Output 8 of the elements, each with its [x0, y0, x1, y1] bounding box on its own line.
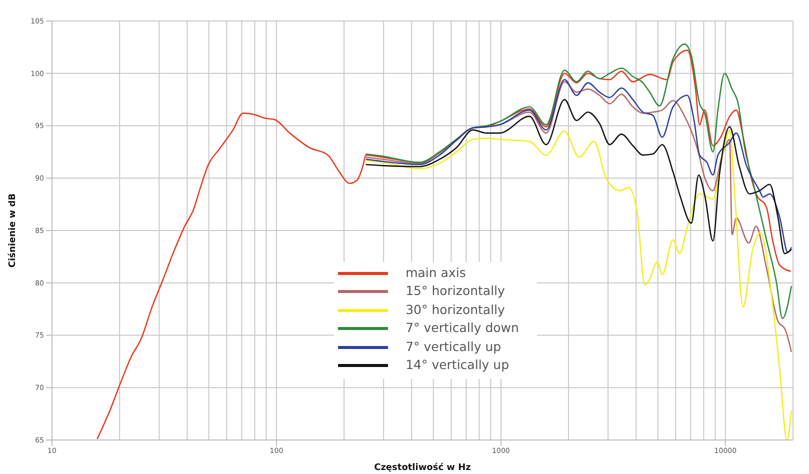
x-axis-title: Częstotliwość w Hz	[374, 462, 471, 473]
legend-label: 15° horizontally	[406, 282, 505, 300]
legend-label: 30° horizontally	[406, 300, 505, 319]
legend-label: 7° vertically down	[406, 319, 519, 338]
y-axis-title: Ciśnienie w dB	[7, 193, 18, 268]
legend-label: main axis	[406, 264, 466, 282]
legend-label: 14° vertically up	[406, 356, 510, 374]
legend-label: 7° vertically up	[406, 338, 502, 356]
